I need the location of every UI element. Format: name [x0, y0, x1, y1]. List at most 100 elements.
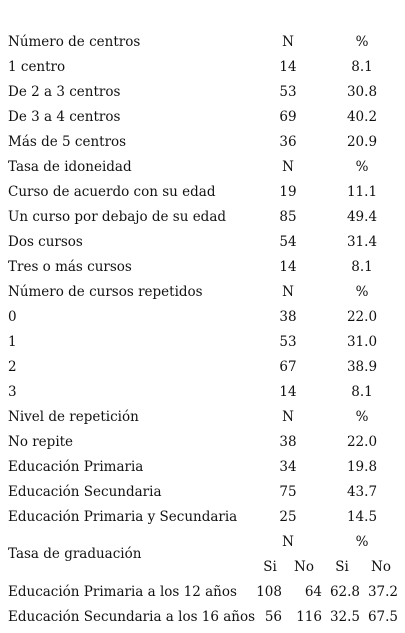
pct-header: % [355, 284, 369, 300]
n-header: N [282, 534, 294, 550]
table-row: Más de 5 centros 36 20.9 [0, 130, 405, 155]
row-label: Dos cursos [8, 234, 83, 250]
statistics-table: Número de centros N % 1 centro 14 8.1 De 2… [0, 30, 405, 630]
section-title: Número de cursos repetidos [8, 284, 203, 300]
row-label: De 2 a 3 centros [8, 84, 121, 100]
pct-header: % [355, 409, 369, 425]
table-row: Un curso por debajo de su edad 85 49.4 [0, 205, 405, 230]
row-pct: 22.0 [346, 434, 378, 450]
row-label: Educación Primaria y Secundaria [8, 509, 238, 525]
row-pct: 8.1 [351, 384, 373, 400]
table-row: Educación Primaria a los 12 años 108 64 … [0, 580, 405, 605]
section-title: Nivel de repetición [8, 409, 139, 425]
row-label: 1 [8, 334, 17, 350]
row-pct: 8.1 [351, 259, 373, 275]
row-pct: 8.1 [351, 59, 373, 75]
table-row: Educación Primaria y Secundaria 25 14.5 [0, 505, 405, 530]
row-pct: 30.8 [346, 84, 378, 100]
row-label: Educación Secundaria [8, 484, 162, 500]
graduation-header-row: Tasa de graduación N % Si No Si No [0, 530, 405, 580]
row-n: 14 [279, 59, 297, 75]
table-row: De 3 a 4 centros 69 40.2 [0, 105, 405, 130]
row-n-no: 116 [296, 609, 322, 625]
row-n: 69 [279, 109, 297, 125]
section-header-row: Tasa de idoneidad N % [0, 155, 405, 180]
row-pct: 49.4 [346, 209, 378, 225]
row-n: 38 [279, 309, 297, 325]
n-si-subheader: Si [263, 559, 277, 575]
table-row: 1 53 31.0 [0, 330, 405, 355]
row-n: 19 [279, 184, 297, 200]
section-title: Número de centros [8, 34, 141, 50]
section-header-row: Nivel de repetición N % [0, 405, 405, 430]
n-header: N [282, 409, 294, 425]
n-header: N [282, 284, 294, 300]
row-n: 14 [279, 259, 297, 275]
row-n: 53 [279, 334, 297, 350]
pct-header: % [355, 534, 369, 550]
row-pct: 20.9 [346, 134, 378, 150]
row-n: 25 [279, 509, 297, 525]
row-n: 75 [279, 484, 297, 500]
row-n: 53 [279, 84, 297, 100]
row-label: Curso de acuerdo con su edad [8, 184, 216, 200]
row-pct-no: 37.2 [367, 584, 398, 600]
section-title: Tasa de graduación [8, 546, 142, 562]
n-header: N [282, 34, 294, 50]
pct-no-subheader: No [371, 559, 391, 575]
row-n-si: 108 [256, 584, 282, 600]
row-label: 0 [8, 309, 17, 325]
row-label: Educación Primaria a los 12 años [8, 584, 237, 600]
row-pct: 31.0 [346, 334, 378, 350]
table-row: De 2 a 3 centros 53 30.8 [0, 80, 405, 105]
row-pct-no: 67.5 [367, 609, 398, 625]
row-n: 67 [279, 359, 297, 375]
row-label: Educación Secundaria a los 16 años [8, 609, 256, 625]
row-label: Más de 5 centros [8, 134, 127, 150]
table-row: 2 67 38.9 [0, 355, 405, 380]
table-row: Educación Secundaria 75 43.7 [0, 480, 405, 505]
table-row: 0 38 22.0 [0, 305, 405, 330]
row-pct: 11.1 [346, 184, 378, 200]
row-pct: 14.5 [346, 509, 378, 525]
table-row: Dos cursos 54 31.4 [0, 230, 405, 255]
row-pct: 19.8 [346, 459, 378, 475]
pct-header: % [355, 34, 369, 50]
row-pct-si: 62.8 [329, 584, 360, 600]
section-header-row: Número de cursos repetidos N % [0, 280, 405, 305]
row-label: Educación Primaria [8, 459, 144, 475]
n-no-subheader: No [294, 559, 314, 575]
row-label: 3 [8, 384, 17, 400]
row-n: 85 [279, 209, 297, 225]
row-n-no: 64 [304, 584, 322, 600]
section-title: Tasa de idoneidad [8, 159, 132, 175]
table-row: Tres o más cursos 14 8.1 [0, 255, 405, 280]
row-n: 14 [279, 384, 297, 400]
pct-si-subheader: Si [335, 559, 349, 575]
row-n: 54 [279, 234, 297, 250]
row-pct: 43.7 [346, 484, 378, 500]
table-row: 3 14 8.1 [0, 380, 405, 405]
row-n: 34 [279, 459, 297, 475]
row-label: 2 [8, 359, 17, 375]
table-row: Educación Secundaria a los 16 años 56 11… [0, 605, 405, 630]
row-label: De 3 a 4 centros [8, 109, 121, 125]
table-row: Curso de acuerdo con su edad 19 11.1 [0, 180, 405, 205]
row-pct: 31.4 [346, 234, 378, 250]
pct-header: % [355, 159, 369, 175]
table-row: Educación Primaria 34 19.8 [0, 455, 405, 480]
row-pct: 22.0 [346, 309, 378, 325]
row-pct: 38.9 [346, 359, 378, 375]
table-row: 1 centro 14 8.1 [0, 55, 405, 80]
row-n: 38 [279, 434, 297, 450]
row-n: 36 [279, 134, 297, 150]
section-header-row: Número de centros N % [0, 30, 405, 55]
row-label: Tres o más cursos [8, 259, 132, 275]
table-row: No repite 38 22.0 [0, 430, 405, 455]
row-pct: 40.2 [346, 109, 378, 125]
row-label: Un curso por debajo de su edad [8, 209, 227, 225]
row-label: 1 centro [8, 59, 66, 75]
n-header: N [282, 159, 294, 175]
row-label: No repite [8, 434, 74, 450]
row-pct-si: 32.5 [329, 609, 360, 625]
